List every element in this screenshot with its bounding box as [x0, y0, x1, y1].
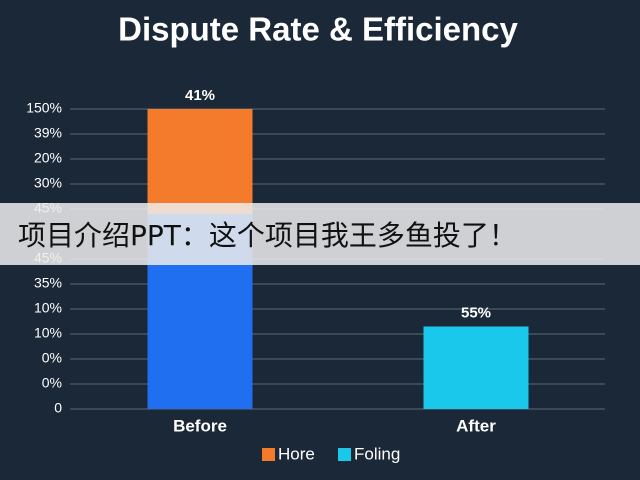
legend-swatch [338, 448, 351, 461]
banner: 项目介绍PPT：这个项目我王多鱼投了！ [0, 203, 640, 265]
y-tick-label: 20% [34, 150, 62, 166]
x-tick-label: Before [173, 416, 227, 435]
y-tick-label: 0% [42, 350, 62, 366]
y-tick-label: 10% [34, 325, 62, 341]
chart-title: Dispute Rate & Efficiency [118, 11, 518, 48]
banner-text: 项目介绍PPT：这个项目我王多鱼投了！ [18, 219, 517, 252]
legend-label: Foling [354, 444, 400, 463]
bar-label: 41% [185, 87, 215, 104]
y-tick-label: 10% [34, 300, 62, 316]
y-tick-label: 30% [34, 175, 62, 191]
legend-label: Hore [278, 444, 315, 463]
y-tick-label: 0% [42, 375, 62, 391]
x-tick-label: After [456, 416, 496, 435]
legend-swatch [262, 448, 275, 461]
bar-segment [423, 326, 529, 409]
y-tick-label: 150% [26, 100, 62, 116]
bar-label: 55% [461, 304, 491, 321]
y-tick-label: 0 [54, 400, 62, 416]
bar-segment [147, 109, 253, 214]
y-tick-label: 39% [34, 125, 62, 141]
y-tick-label: 35% [34, 275, 62, 291]
